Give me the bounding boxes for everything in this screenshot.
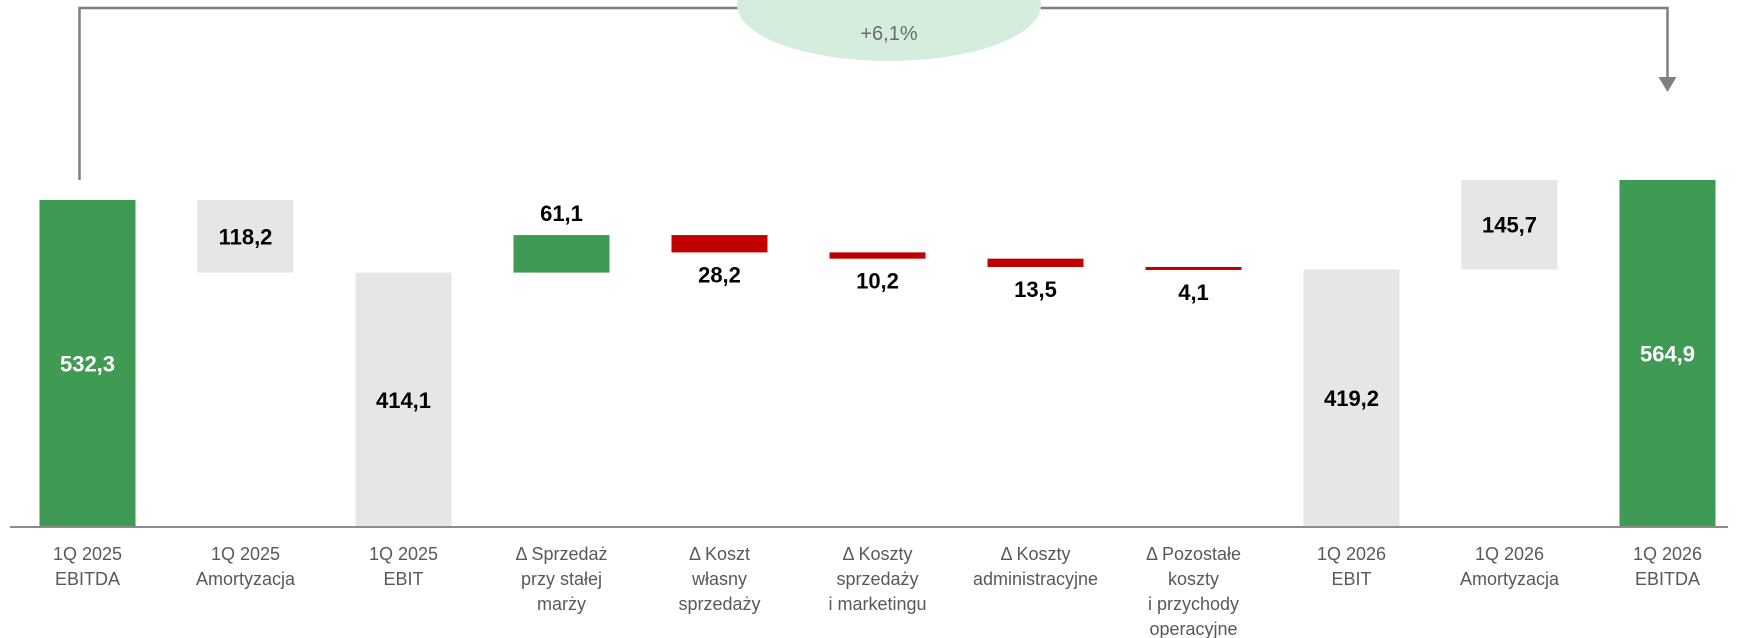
bar-10	[1461, 179, 1558, 270]
growth-connector: +6,1%	[78, 0, 1677, 180]
category-label-9-line-2: EBIT	[1331, 569, 1371, 589]
bar-1	[39, 200, 136, 527]
value-label-8: 4,1	[1178, 280, 1209, 305]
value-label-11: 564,9	[1640, 341, 1695, 366]
value-label-5: 28,2	[698, 262, 741, 287]
category-label-4-line-2: przy stałej	[521, 569, 602, 589]
bars-layer	[10, 179, 1728, 528]
bar-6	[829, 252, 926, 259]
bar-7	[987, 258, 1084, 267]
category-label-8-line-3: i przychody	[1148, 594, 1239, 614]
category-label-3-line-2: EBIT	[383, 569, 423, 589]
category-label-5-line-3: sprzedaży	[678, 594, 760, 614]
bar-3	[355, 272, 452, 527]
category-label-6-line-1: Δ Koszty	[842, 544, 912, 564]
bar-2	[197, 200, 294, 273]
category-label-8-line-4: operacyjne	[1149, 619, 1237, 638]
bar-9	[1303, 269, 1400, 527]
value-label-1: 532,3	[60, 352, 115, 377]
value-labels: 532,3 118,2 414,1 61,1 28,2 10,2 13,5 4,1 419,2 1…	[60, 201, 1695, 413]
category-label-1-line-2: EBITDA	[55, 569, 120, 589]
category-label-3-line-1: 1Q 2025	[369, 544, 438, 564]
category-label-11-line-2: EBITDA	[1635, 569, 1700, 589]
bar-11	[1619, 179, 1716, 527]
category-label-4-line-1: Δ Sprzedaż	[515, 544, 607, 564]
category-label-2-line-2: Amortyzacja	[196, 569, 296, 589]
category-label-6-line-3: i marketingu	[828, 594, 926, 614]
connector-arrowhead	[1658, 77, 1677, 92]
value-label-9: 419,2	[1324, 386, 1379, 411]
value-label-10: 145,7	[1482, 213, 1537, 238]
category-label-7-line-1: Δ Koszty	[1000, 544, 1070, 564]
bar-8	[1145, 266, 1242, 270]
growth-bubble	[737, 0, 1041, 61]
value-label-6: 10,2	[856, 269, 899, 294]
bar-5	[671, 235, 768, 253]
category-label-10-line-2: Amortyzacja	[1460, 569, 1560, 589]
category-label-1-line-1: 1Q 2025	[53, 544, 122, 564]
growth-label: +6,1%	[860, 23, 917, 45]
value-label-3: 414,1	[376, 388, 431, 413]
category-label-8-line-2: koszty	[1168, 569, 1219, 589]
value-label-7: 13,5	[1014, 277, 1057, 302]
category-label-10-line-1: 1Q 2026	[1475, 544, 1544, 564]
value-label-2: 118,2	[219, 224, 273, 249]
category-label-9-line-1: 1Q 2026	[1317, 544, 1386, 564]
category-label-11-line-1: 1Q 2026	[1633, 544, 1702, 564]
category-label-4-line-3: marży	[537, 594, 586, 614]
value-label-4: 61,1	[540, 201, 583, 226]
category-label-5-line-1: Δ Koszt	[689, 544, 750, 564]
bar-4	[513, 235, 610, 273]
category-label-6-line-2: sprzedaży	[836, 569, 918, 589]
category-labels: 1Q 2025 EBITDA 1Q 2025 Amortyzacja 1Q 2025 EB…	[53, 544, 1702, 638]
category-label-2-line-1: 1Q 2025	[211, 544, 280, 564]
category-label-7-line-2: administracyjne	[973, 569, 1098, 589]
category-label-8-line-1: Δ Pozostałe	[1146, 544, 1241, 564]
category-label-5-line-2: własny	[691, 569, 747, 589]
